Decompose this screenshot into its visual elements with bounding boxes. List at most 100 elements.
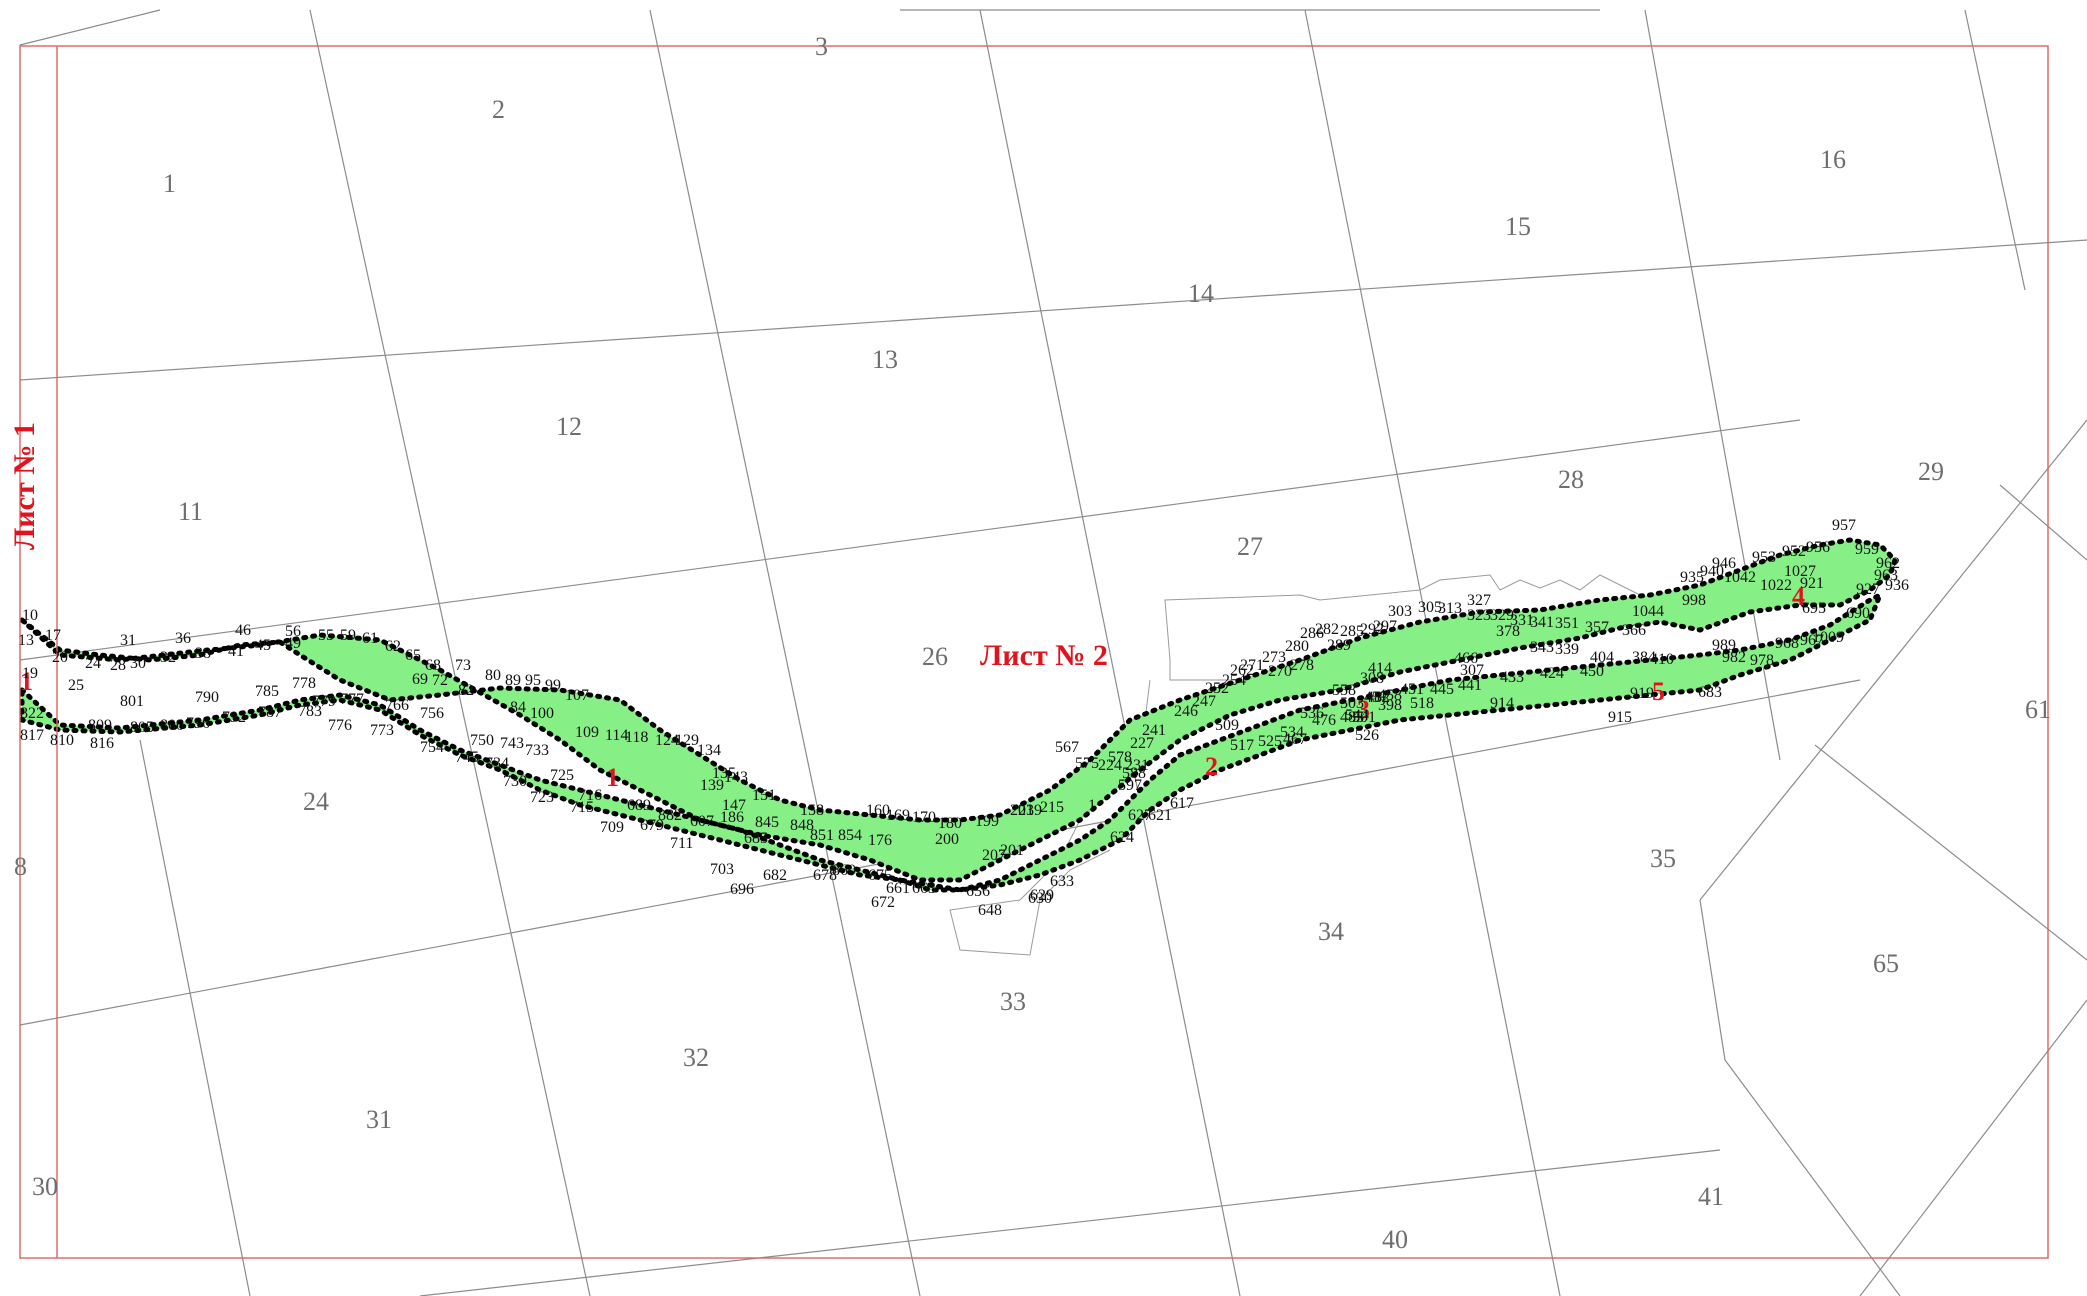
parcel-label: 65	[1873, 949, 1899, 978]
boundary-point-label: 882	[658, 807, 682, 824]
boundary-point-label: 588	[1122, 765, 1146, 782]
boundary-point-label: 107	[565, 687, 589, 704]
boundary-point-label: 273	[1262, 649, 1286, 666]
boundary-point-label: 526	[1355, 727, 1379, 744]
boundary-point-label: 963	[1874, 567, 1898, 584]
boundary-point-label: 998	[1682, 592, 1706, 609]
boundary-point-label: 558	[1332, 682, 1356, 699]
boundary-point-label: 690	[1846, 605, 1870, 622]
boundary-point-label: 467	[1283, 731, 1307, 748]
boundary-point-label: 978	[1750, 652, 1774, 669]
parcel-label: 32	[683, 1043, 709, 1072]
boundary-point-label: 424	[1540, 665, 1564, 682]
boundary-point-label: 685	[744, 830, 768, 847]
boundary-point-label: 940	[1700, 563, 1724, 580]
boundary-point-label: 466	[1454, 650, 1478, 667]
boundary-point-label: 785	[255, 683, 279, 700]
boundary-point-label: 678	[813, 867, 837, 884]
boundary-point-label: 517	[1230, 737, 1254, 754]
boundary-point-label: 278	[1290, 657, 1314, 674]
boundary-point-label: 246	[1174, 703, 1198, 720]
parcel-label: 29	[1918, 457, 1944, 486]
boundary-point-label: 366	[1622, 622, 1646, 639]
boundary-point-label: 968	[1775, 635, 1799, 652]
boundary-point-label: 743	[500, 735, 524, 752]
boundary-point-label: 445	[1430, 681, 1454, 698]
boundary-point-label: 297	[1373, 618, 1397, 635]
boundary-point-label: 280	[1285, 638, 1309, 655]
boundary-point-label: 745	[455, 749, 479, 766]
boundary-point-label: 56	[285, 623, 301, 640]
boundary-point-label: 308	[1360, 670, 1384, 687]
boundary-point-label: 956	[1806, 539, 1830, 556]
boundary-point-label: 607	[690, 813, 714, 830]
boundary-point-label: 629	[1030, 887, 1054, 904]
boundary-point-label: 656	[966, 883, 990, 900]
boundary-point-label: 567	[1055, 739, 1079, 756]
boundary-point-label: 957	[1832, 517, 1856, 534]
boundary-point-label: 289	[1327, 637, 1351, 654]
boundary-point-label: 921	[1800, 575, 1824, 592]
boundary-point-label: 766	[385, 697, 409, 714]
boundary-point-label: 89	[505, 672, 521, 689]
boundary-point-label: 779	[312, 693, 336, 710]
boundary-point-label: 357	[1585, 619, 1609, 636]
boundary-point-label: 617	[1170, 795, 1194, 812]
boundary-point-label: 816	[90, 735, 114, 752]
boundary-point-label: 32	[160, 649, 176, 666]
boundary-point-label: 135	[712, 765, 736, 782]
sheet-label-2: Лист № 2	[980, 639, 1108, 672]
boundary-point-label: 805	[130, 719, 154, 736]
boundary-point-label: 801	[120, 693, 144, 710]
boundary-point-label: 982	[1722, 649, 1746, 666]
boundary-point-label: 1044	[1632, 603, 1664, 620]
boundary-point-label: 17	[45, 627, 61, 644]
boundary-point-label: 790	[195, 689, 219, 706]
boundary-point-label: 38	[195, 645, 211, 662]
boundary-point-label: 72	[432, 672, 448, 689]
boundary-point-label: 410	[1650, 651, 1674, 668]
boundary-point-label: 624	[1110, 829, 1134, 846]
boundary-point-label: 224	[1098, 757, 1122, 774]
boundary-point-label: 989	[1712, 637, 1736, 654]
boundary-point-label: 536	[1300, 705, 1324, 722]
boundary-point-label: 689	[627, 797, 651, 814]
boundary-point-label: 384	[1632, 649, 1656, 666]
zone-label: 1	[606, 763, 619, 792]
boundary-point-label: 307	[1460, 662, 1484, 679]
boundary-point-label: 1022	[1760, 577, 1792, 594]
boundary-point-label: 203	[1010, 802, 1034, 819]
boundary-point-label: 1042	[1724, 569, 1756, 586]
boundary-point-label: 648	[978, 902, 1002, 919]
parcel-label: 8	[14, 852, 27, 881]
boundary-point-label: 809	[88, 717, 112, 734]
boundary-point-label: 207	[982, 847, 1006, 864]
boundary-point-label: 343	[1530, 639, 1554, 656]
parcel-label: 14	[1188, 279, 1214, 308]
boundary-point-label: 518	[1410, 695, 1434, 712]
boundary-point-label: 544	[1345, 707, 1369, 724]
boundary-point-label: 219	[1018, 802, 1042, 819]
boundary-point-label: 946	[1712, 555, 1736, 572]
parcel-label: 31	[366, 1105, 392, 1134]
boundary-point-label: 286	[1300, 625, 1324, 642]
boundary-point-label: 31	[120, 632, 136, 649]
boundary-point-label: 252	[1205, 680, 1229, 697]
parcel-label: 24	[303, 787, 329, 816]
boundary-point-label: 730	[503, 773, 527, 790]
sheet-label-1: Лист № 1	[8, 422, 41, 550]
boundary-point-label: 627	[1128, 807, 1152, 824]
boundary-point-label: 800	[160, 717, 184, 734]
boundary-point-label: 919	[1630, 685, 1654, 702]
boundary-point-label: 62	[385, 638, 401, 655]
zone-label: 3	[1357, 695, 1370, 724]
boundary-point-label: 695	[1802, 600, 1826, 617]
boundary-point-label: 962	[1876, 555, 1900, 572]
boundary-point-label: 227	[1130, 735, 1154, 752]
boundary-point-label: 451	[1400, 681, 1424, 698]
boundary-point-label: 13	[18, 632, 34, 649]
boundary-point-label: 796	[186, 715, 210, 732]
boundary-point-label: 329	[1490, 607, 1514, 624]
